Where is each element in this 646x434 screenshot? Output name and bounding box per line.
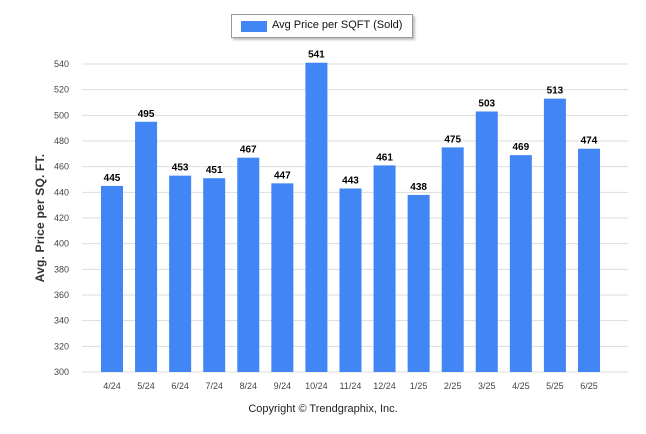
x-tick-label: 2/25 [444,381,462,391]
y-tick-label: 420 [54,213,69,223]
y-tick-label: 320 [54,341,69,351]
x-tick-label: 12/24 [373,381,396,391]
x-tick-label: 9/24 [274,381,292,391]
bar [373,165,396,372]
legend-label: Avg Price per SQFT (Sold) [272,19,403,31]
data-label: 467 [240,145,257,156]
y-tick-label: 500 [54,110,69,120]
data-label: 445 [104,173,121,184]
x-tick-label: 8/24 [240,381,258,391]
y-tick-label: 340 [54,316,69,326]
copyright-text: Copyright © Trendgraphix, Inc. [248,403,398,415]
bar [577,148,600,372]
data-label: 461 [376,152,393,163]
data-label: 513 [547,86,564,97]
data-label: 474 [581,136,598,147]
x-tick-label: 6/24 [171,381,189,391]
bar [271,183,294,372]
y-tick-label: 480 [54,136,69,146]
data-label: 495 [138,109,155,120]
legend: Avg Price per SQFT (Sold) [231,14,413,38]
y-axis-ticks: 300 320 340 360 380 400 420 440 460 480 500 520 540 [54,59,69,377]
x-tick-label: 4/24 [103,381,121,391]
data-label: 503 [478,98,495,109]
y-tick-label: 440 [54,187,69,197]
data-label: 453 [172,163,189,174]
x-tick-label: 5/24 [137,381,155,391]
x-tick-label: 5/25 [546,381,564,391]
bar [305,62,328,372]
bar [509,155,532,372]
x-tick-label: 3/25 [478,381,496,391]
y-tick-label: 300 [54,367,69,377]
x-tick-label: 1/25 [410,381,428,391]
y-tick-label: 360 [54,290,69,300]
bar [203,178,226,372]
bars [101,62,600,373]
bar [339,188,362,372]
data-label: 475 [444,134,461,145]
x-tick-label: 6/25 [580,381,598,391]
bar [543,98,566,373]
x-tick-label: 10/24 [305,381,328,391]
bar [407,194,430,372]
bar [135,121,158,372]
data-label: 438 [410,182,427,193]
data-label: 469 [512,142,529,153]
y-tick-label: 540 [54,59,69,69]
data-label: 541 [308,50,325,61]
y-tick-label: 400 [54,239,69,249]
bar [475,111,498,372]
x-axis-ticks: 4/24 5/24 6/24 7/24 8/24 9/24 10/24 11/24 12/24 1… [103,381,598,391]
y-tick-label: 460 [54,162,69,172]
data-label: 451 [206,165,223,176]
data-label: 447 [274,170,291,181]
x-tick-label: 11/24 [340,381,362,391]
legend-swatch [241,21,267,32]
bar [169,175,192,372]
x-tick-label: 4/25 [512,381,530,391]
bar [441,147,464,372]
y-axis-label: Avg. Price per SQ. FT. [33,153,47,283]
x-tick-label: 7/24 [205,381,223,391]
bar [101,185,123,372]
y-tick-label: 520 [54,85,69,95]
data-label: 443 [342,175,359,186]
bar [237,157,260,372]
y-tick-label: 380 [54,264,69,274]
data-labels: 445 495 453 451 467 447 541 443 461 438 475 503 469 5… [104,50,598,193]
